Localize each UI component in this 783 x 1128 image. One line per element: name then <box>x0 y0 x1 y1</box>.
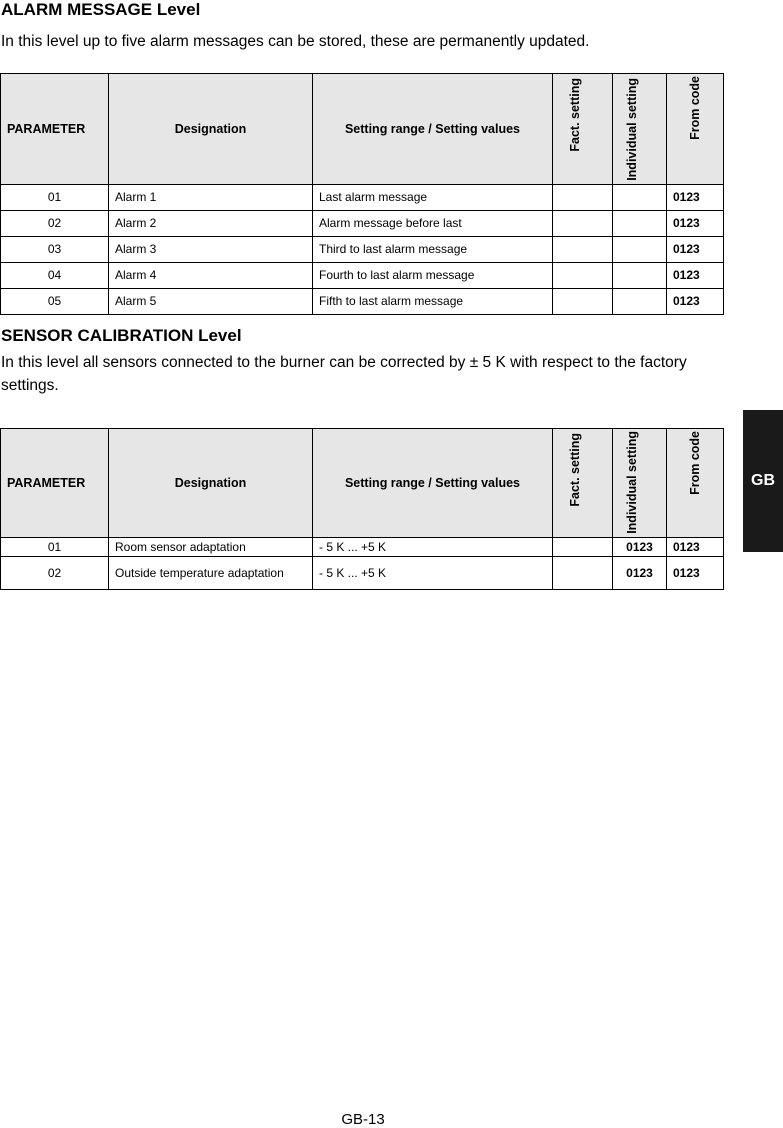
setting-range-cell: Fifth to last alarm message <box>312 287 553 315</box>
parameter-cell: 03 <box>0 235 109 263</box>
fact-setting-cell <box>552 555 613 590</box>
alarm-table: PARAMETER Designation Setting range / Se… <box>0 73 724 315</box>
parameter-cell: 01 <box>0 183 109 211</box>
individual-setting-cell: 0123 <box>612 536 667 557</box>
setting-range-cell: Third to last alarm message <box>312 235 553 263</box>
individual-setting-cell: 0123 <box>612 555 667 590</box>
fact-setting-cell <box>552 183 613 211</box>
language-tab-gb: GB <box>743 410 783 552</box>
individual-setting-cell <box>612 235 667 263</box>
individual-setting-cell <box>612 261 667 289</box>
fact-setting-cell <box>552 209 613 237</box>
header-parameter: PARAMETER <box>0 428 109 538</box>
fact-setting-cell <box>552 235 613 263</box>
designation-cell: Alarm 3 <box>108 235 313 263</box>
table-row: 03 Alarm 3 Third to last alarm message 0123 <box>0 235 724 263</box>
from-code-cell: 0123 <box>666 183 724 211</box>
parameter-cell: 05 <box>0 287 109 315</box>
fact-setting-cell <box>552 287 613 315</box>
table-header-row: PARAMETER Designation Setting range / Se… <box>0 73 724 185</box>
parameter-cell: 04 <box>0 261 109 289</box>
individual-setting-cell <box>612 287 667 315</box>
individual-setting-cell <box>612 209 667 237</box>
designation-cell: Alarm 1 <box>108 183 313 211</box>
table-row: 01 Room sensor adaptation - 5 K ... +5 K 01… <box>0 536 724 557</box>
alarm-section-title: ALARM MESSAGE Level <box>1 0 201 19</box>
header-setting-range: Setting range / Setting values <box>312 428 553 538</box>
header-fact-setting: Fact. setting <box>567 433 582 507</box>
from-code-cell: 0123 <box>666 235 724 263</box>
setting-range-cell: Last alarm message <box>312 183 553 211</box>
page-number: GB-13 <box>341 1111 385 1128</box>
setting-range-cell: - 5 K ... +5 K <box>312 555 553 590</box>
table-row: 01 Alarm 1 Last alarm message 0123 <box>0 183 724 211</box>
parameter-cell: 02 <box>0 209 109 237</box>
header-individual-setting: Individual setting <box>624 431 639 534</box>
alarm-intro: In this level up to five alarm messages … <box>1 33 590 50</box>
fact-setting-cell <box>552 536 613 557</box>
header-from-code: From code <box>687 76 702 140</box>
sensor-section-title: SENSOR CALIBRATION Level <box>1 326 242 345</box>
designation-cell: Outside temperature adaptation <box>108 555 313 590</box>
header-fact-setting: Fact. setting <box>567 78 582 152</box>
parameter-cell: 02 <box>0 555 109 590</box>
header-designation: Designation <box>108 73 313 185</box>
designation-cell: Alarm 4 <box>108 261 313 289</box>
from-code-cell: 0123 <box>666 555 724 590</box>
fact-setting-cell <box>552 261 613 289</box>
header-parameter: PARAMETER <box>0 73 109 185</box>
designation-cell: Alarm 5 <box>108 287 313 315</box>
from-code-cell: 0123 <box>666 261 724 289</box>
header-setting-range: Setting range / Setting values <box>312 73 553 185</box>
individual-setting-cell <box>612 183 667 211</box>
sensor-table: PARAMETER Designation Setting range / Se… <box>0 428 724 590</box>
setting-range-cell: Alarm message before last <box>312 209 553 237</box>
setting-range-cell: - 5 K ... +5 K <box>312 536 553 557</box>
sensor-intro: In this level all sensors connected to t… <box>1 354 687 394</box>
header-from-code: From code <box>687 431 702 495</box>
designation-cell: Alarm 2 <box>108 209 313 237</box>
from-code-cell: 0123 <box>666 287 724 315</box>
table-header-row: PARAMETER Designation Setting range / Se… <box>0 428 724 538</box>
table-row: 02 Alarm 2 Alarm message before last 0123 <box>0 209 724 237</box>
setting-range-cell: Fourth to last alarm message <box>312 261 553 289</box>
from-code-cell: 0123 <box>666 536 724 557</box>
header-designation: Designation <box>108 428 313 538</box>
table-row: 04 Alarm 4 Fourth to last alarm message 012… <box>0 261 724 289</box>
header-individual-setting: Individual setting <box>624 78 639 181</box>
table-row: 05 Alarm 5 Fifth to last alarm message 0123 <box>0 287 724 315</box>
parameter-cell: 01 <box>0 536 109 557</box>
designation-cell: Room sensor adaptation <box>108 536 313 557</box>
table-row: 02 Outside temperature adaptation - 5 K ..… <box>0 555 724 590</box>
from-code-cell: 0123 <box>666 209 724 237</box>
